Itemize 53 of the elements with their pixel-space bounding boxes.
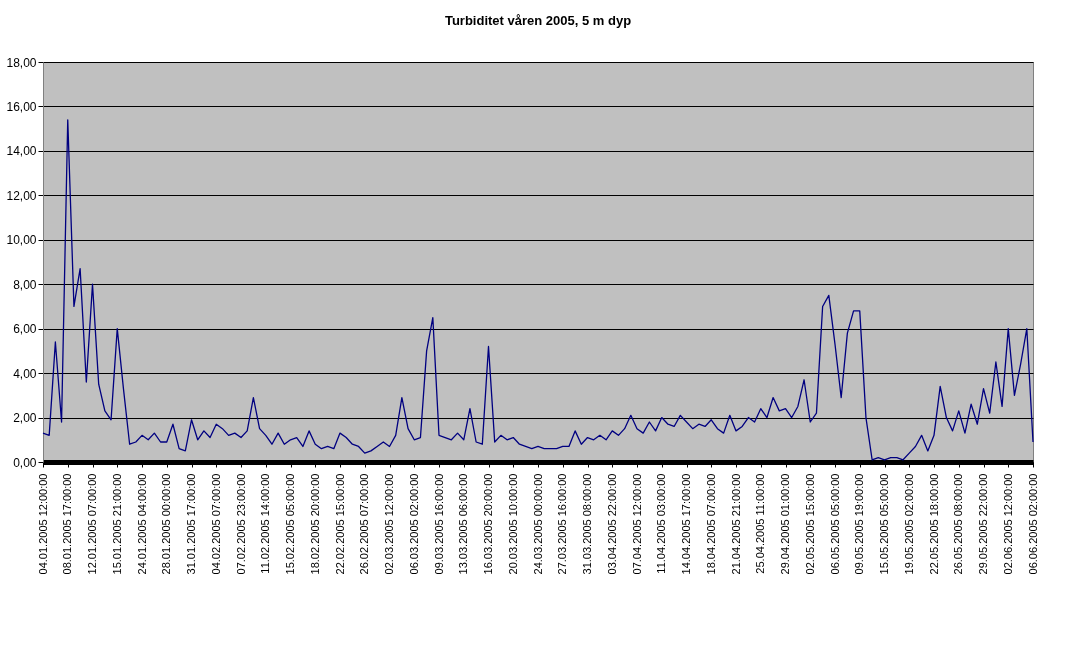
- x-tick-label: 21.04.2005 21:00:00: [729, 473, 742, 575]
- y-tick-label: 18,00: [6, 55, 37, 70]
- x-tick-label: 09.05.2005 19:00:00: [853, 473, 866, 575]
- y-tick-label: 14,00: [6, 144, 37, 159]
- x-tick-label: 06.03.2005 02:00:00: [407, 473, 420, 575]
- x-tick-label: 02.06.2005 12:00:00: [1001, 473, 1014, 575]
- x-tick-label: 24.03.2005 00:00:00: [531, 473, 544, 575]
- x-tick-label: 28.01.2005 00:00:00: [160, 473, 173, 575]
- x-tick-label: 06.05.2005 05:00:00: [828, 473, 841, 575]
- x-tick-label: 02.05.2005 15:00:00: [803, 473, 816, 575]
- y-tick-label: 0,00: [13, 455, 37, 470]
- x-tick-label: 18.04.2005 07:00:00: [704, 473, 717, 575]
- x-tick-label: 27.03.2005 16:00:00: [556, 473, 569, 575]
- x-tick-label: 16.03.2005 20:00:00: [482, 473, 494, 575]
- y-tick-label: 4,00: [13, 366, 37, 381]
- chart-title: Turbiditet våren 2005, 5 m dyp: [444, 13, 632, 28]
- x-tick-label: 26.05.2005 08:00:00: [952, 473, 965, 575]
- x-tick-label: 31.01.2005 17:00:00: [185, 473, 197, 575]
- y-tick-label: 12,00: [6, 188, 37, 203]
- x-tick-label: 26.02.2005 07:00:00: [358, 473, 371, 575]
- x-tick-label: 15.05.2005 05:00:00: [878, 473, 890, 575]
- y-tick-label: 16,00: [6, 99, 37, 114]
- y-tick-label: 2,00: [13, 411, 37, 426]
- x-tick-label: 15.01.2005 21:00:00: [110, 473, 123, 575]
- x-tick-label: 31.03.2005 08:00:00: [581, 473, 593, 575]
- x-tick-label: 20.03.2005 10:00:00: [506, 473, 519, 575]
- x-tick-label: 25.04.2005 11:00:00: [754, 473, 767, 574]
- x-tick-label: 04.02.2005 07:00:00: [209, 473, 222, 575]
- y-tick-label: 10,00: [6, 233, 37, 248]
- x-tick-label: 04.01.2005 12:00:00: [36, 473, 49, 575]
- x-tick-label: 29.05.2005 22:00:00: [977, 473, 989, 575]
- x-tick-label: 02.03.2005 12:00:00: [383, 473, 395, 575]
- x-tick-label: 13.03.2005 06:00:00: [457, 473, 470, 575]
- x-tick-label: 19.05.2005 02:00:00: [902, 473, 915, 575]
- x-tick-label: 08.01.2005 17:00:00: [61, 473, 74, 575]
- line-series: [42, 119, 1034, 461]
- x-tick-label: 24.01.2005 04:00:00: [135, 473, 148, 575]
- x-tick-label: 11.04.2005 03:00:00: [655, 473, 668, 574]
- x-tick-label: 07.02.2005 23:00:00: [234, 473, 247, 575]
- x-tick-label: 22.05.2005 18:00:00: [927, 473, 940, 575]
- x-tick-label: 07.04.2005 12:00:00: [630, 473, 643, 575]
- x-tick-label: 29.04.2005 01:00:00: [779, 473, 791, 575]
- y-tick-label: 8,00: [13, 277, 37, 292]
- x-tick-label: 12.01.2005 07:00:00: [86, 473, 98, 575]
- x-tick-label: 06.06.2005 02:00:00: [1026, 473, 1039, 575]
- x-tick-label: 22.02.2005 15:00:00: [333, 473, 346, 575]
- x-tick-label: 15.02.2005 05:00:00: [284, 473, 296, 575]
- x-tick-label: 03.04.2005 22:00:00: [605, 473, 618, 575]
- x-tick-label: 09.03.2005 16:00:00: [432, 473, 445, 575]
- x-tick-label: 18.02.2005 20:00:00: [308, 473, 321, 575]
- y-tick-label: 6,00: [13, 322, 37, 337]
- x-tick-label: 11.02.2005 14:00:00: [259, 473, 272, 574]
- x-tick-label: 14.04.2005 17:00:00: [680, 473, 692, 575]
